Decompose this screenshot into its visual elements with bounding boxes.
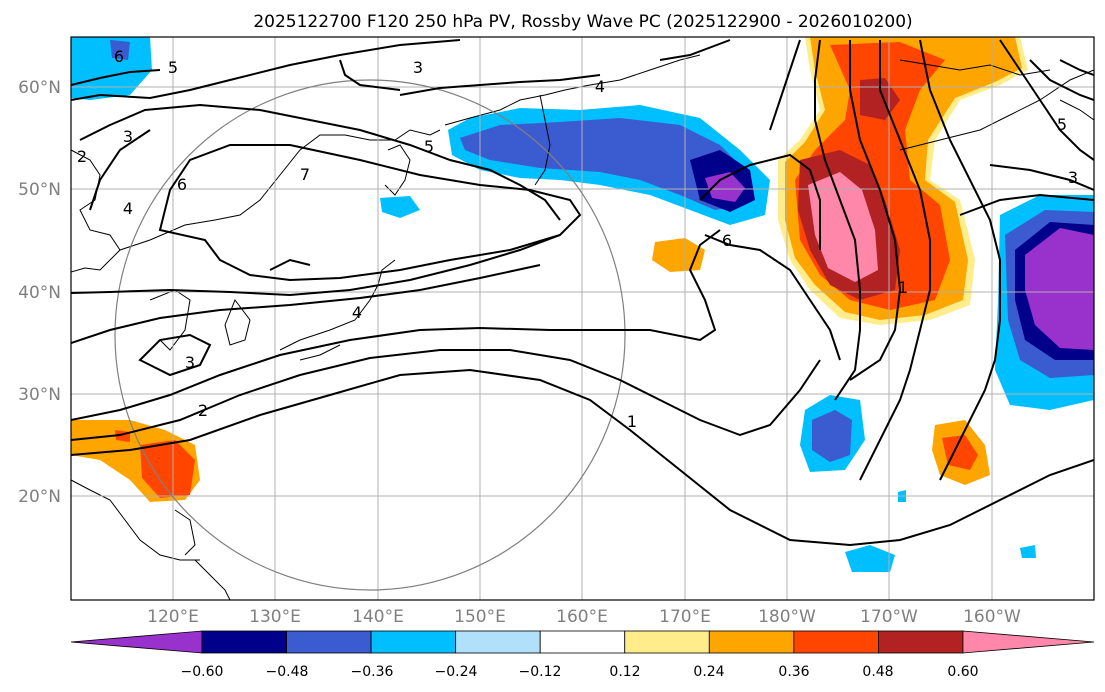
colorbar-tick: −0.36 [351,664,394,680]
plot-frame [70,36,1095,601]
lat-labels: 60°N 50°N 40°N 30°N 20°N [18,78,61,507]
lon-label: 170°E [659,607,711,627]
colorbar-segment [286,630,372,654]
contour-label: 3 [185,353,195,372]
colorbar-segment [201,630,287,654]
contour-label: 1 [898,278,908,297]
colorbar-tick: 0.36 [778,664,809,680]
contour-label: 4 [123,199,133,218]
contour-label: 5 [168,58,178,77]
lon-label: 180°W [758,607,816,627]
contour-label: 1 [627,412,637,431]
colorbar: −0.60 −0.48 −0.36 −0.24 −0.12 0.12 0.24 … [70,630,1095,680]
lat-label: 30°N [18,385,61,405]
lon-label: 150°E [454,607,506,627]
contour-label: 4 [595,77,605,96]
contour-labels: 6 5 3 4 5 7 6 2 4 3 2 3 4 6 1 1 3 5 [77,47,1078,431]
colorbar-segment [878,630,964,654]
contour-label: 3 [123,127,133,146]
lon-label: 140°E [352,607,404,627]
lat-label: 50°N [18,180,61,200]
pv-contours [71,39,1094,547]
contour-label: 6 [114,47,124,66]
lat-label: 60°N [18,78,61,98]
colorbar-tick: −0.48 [266,664,309,680]
reference-circle [114,79,626,591]
coastlines [71,54,1094,600]
contour-label: 4 [352,303,362,322]
lon-label: 130°E [249,607,301,627]
colorbar-segment [370,630,457,654]
map-title: 2025122700 F120 250 hPa PV, Rossby Wave … [253,12,912,32]
lat-label: 20°N [18,487,61,507]
contour-label: 5 [1057,115,1067,134]
contour-label: 2 [77,147,87,166]
plot-area: 6 5 3 4 5 7 6 2 4 3 2 3 4 6 1 1 3 5 [71,37,1094,600]
colorbar-segments [70,630,1095,654]
contour-label: 3 [413,58,423,77]
contour-label: 3 [1068,168,1078,187]
colorbar-ticks: −0.60 −0.48 −0.36 −0.24 −0.12 0.12 0.24 … [181,664,979,680]
colorbar-segment [962,630,1095,654]
lon-label: 120°E [147,607,199,627]
colorbar-tick: 0.12 [609,664,640,680]
contour-label: 2 [198,401,208,420]
lon-label: 170°W [860,607,918,627]
colorbar-segment [793,630,879,654]
colorbar-tick: 0.48 [862,664,893,680]
contour-label: 6 [177,175,187,194]
colorbar-tick: −0.60 [181,664,224,680]
lat-label: 40°N [18,283,61,303]
colorbar-segment [708,630,795,654]
contour-label: 6 [722,231,732,250]
colorbar-segment [70,630,203,654]
colorbar-tick: −0.12 [519,664,562,680]
colorbar-tick: −0.24 [435,664,478,680]
colorbar-segment [455,630,541,654]
lon-labels: 120°E 130°E 140°E 150°E 160°E 170°E 180°… [147,607,1021,627]
colorbar-tick: 0.60 [947,664,978,680]
colorbar-tick: 0.24 [693,664,724,680]
colorbar-segment [539,630,626,654]
contour-label: 5 [424,137,434,156]
contour-label: 7 [300,165,310,184]
colorbar-segment [624,630,710,654]
lon-label: 160°W [963,607,1021,627]
lon-label: 160°E [556,607,608,627]
anomaly-shading [71,37,1094,572]
